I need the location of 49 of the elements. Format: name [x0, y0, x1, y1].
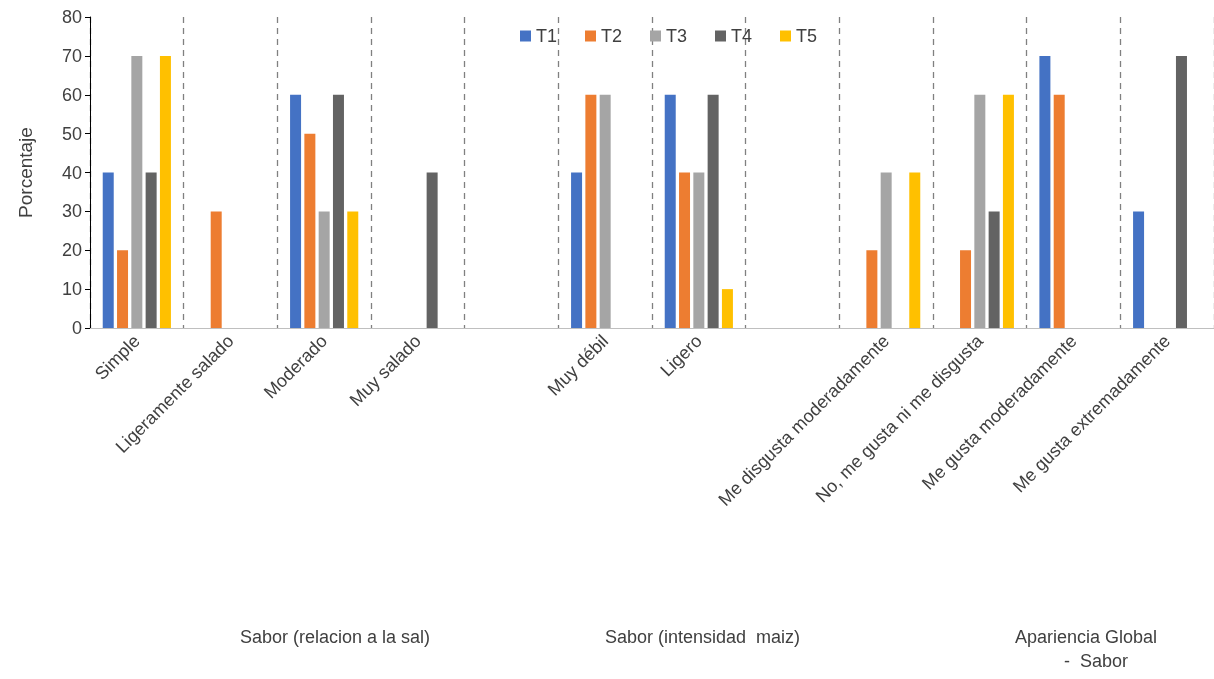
legend-label: T2: [601, 26, 623, 46]
bar: [571, 172, 583, 328]
bar: [707, 94, 719, 328]
bar: [347, 211, 359, 328]
y-tick-label: 50: [61, 123, 82, 144]
bar: [1053, 94, 1065, 328]
text: Sabor (intensidad maiz): [605, 627, 801, 647]
bar: [1039, 55, 1051, 328]
y-axis-title: Porcentaje: [15, 127, 36, 218]
y-tick-label: 70: [61, 45, 82, 66]
legend-label: T3: [666, 26, 688, 46]
y-tick-label: 20: [61, 240, 82, 261]
bar: [117, 250, 129, 328]
bar: [290, 94, 302, 328]
text: Apariencia Global - Sabor: [1015, 627, 1158, 671]
bar: [426, 172, 438, 328]
bar: [145, 172, 157, 328]
bar: [102, 172, 114, 328]
bar: [585, 94, 597, 328]
bar: [131, 55, 143, 328]
bar: [721, 289, 733, 328]
bar: [960, 250, 972, 328]
y-tick-label: 0: [71, 318, 82, 338]
y-tick-label: 40: [61, 162, 82, 183]
bar: [332, 94, 344, 328]
bar: [304, 133, 316, 328]
bar: [210, 211, 222, 328]
bar: [664, 94, 676, 328]
bar: [880, 172, 892, 328]
legend-label: T1: [536, 26, 558, 46]
bar: [599, 94, 611, 328]
y-tick-label: 60: [61, 84, 82, 105]
bar: [988, 211, 1000, 328]
y-tick-label: 10: [61, 279, 82, 300]
bar: [909, 172, 921, 328]
legend-label: T4: [731, 26, 753, 46]
legend-label: T5: [796, 26, 818, 46]
bar: [693, 172, 705, 328]
bar: [866, 250, 878, 328]
bar: [679, 172, 691, 328]
y-tick-label: 30: [61, 201, 82, 222]
y-tick-label: 80: [61, 7, 82, 27]
bar: [1133, 211, 1145, 328]
bar: [974, 94, 986, 328]
bar: [1175, 55, 1187, 328]
text: Sabor (relacion a la sal): [240, 627, 431, 647]
bar: [318, 211, 330, 328]
bar: [159, 55, 171, 328]
bar: [1002, 94, 1014, 328]
